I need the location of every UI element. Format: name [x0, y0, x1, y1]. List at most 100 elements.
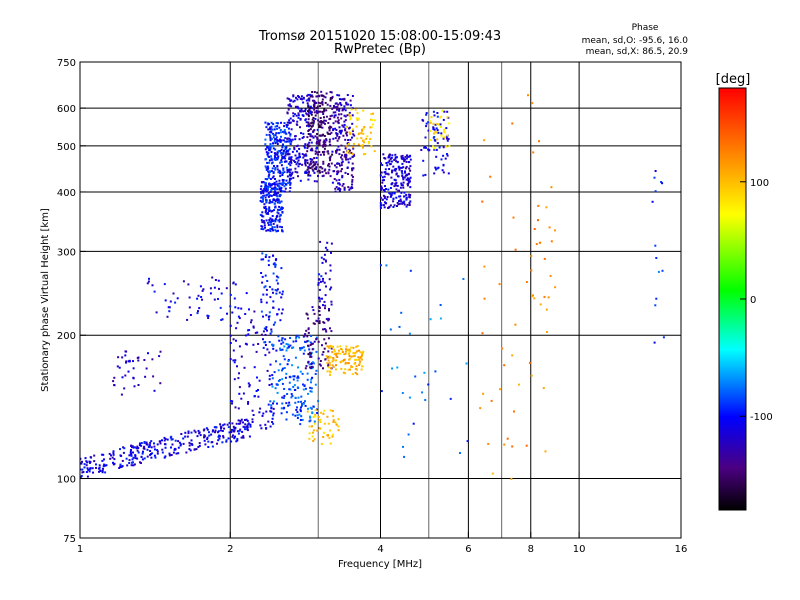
data-point — [182, 442, 185, 445]
data-point — [267, 185, 269, 188]
data-point — [432, 126, 435, 129]
data-point — [286, 347, 289, 350]
data-point — [220, 319, 223, 321]
data-point — [288, 140, 291, 143]
data-point — [370, 126, 373, 129]
data-point — [281, 402, 284, 405]
data-point — [389, 187, 392, 189]
data-point — [276, 195, 279, 197]
data-point — [133, 446, 136, 449]
data-point — [296, 120, 299, 123]
data-point — [310, 122, 313, 125]
data-point — [259, 188, 262, 191]
data-point — [122, 451, 125, 454]
data-point — [135, 447, 138, 450]
data-point — [336, 105, 339, 108]
data-point — [513, 410, 515, 413]
data-point — [217, 439, 220, 442]
data-point — [290, 156, 293, 159]
data-point — [360, 137, 363, 140]
data-point — [341, 184, 344, 187]
data-point — [381, 176, 384, 179]
data-point — [655, 297, 658, 300]
data-point — [281, 143, 284, 146]
data-point — [244, 419, 246, 421]
data-point — [304, 387, 307, 390]
data-point — [356, 112, 359, 115]
data-point — [247, 423, 250, 426]
data-point — [347, 352, 350, 355]
data-point — [220, 429, 222, 432]
data-point — [334, 350, 336, 353]
data-point — [433, 148, 436, 151]
data-point — [125, 361, 127, 364]
data-point — [272, 300, 275, 303]
data-point — [407, 433, 410, 436]
data-point — [195, 448, 198, 451]
data-point — [128, 454, 131, 457]
data-point — [407, 181, 410, 184]
data-point — [267, 259, 270, 262]
data-point — [264, 210, 267, 213]
data-point — [272, 407, 275, 410]
data-point — [307, 328, 310, 331]
data-point — [313, 163, 316, 166]
data-point — [294, 170, 297, 173]
data-point — [188, 448, 191, 451]
data-point — [332, 137, 335, 140]
data-point — [272, 187, 275, 190]
data-point — [281, 308, 284, 311]
data-point — [307, 113, 310, 116]
data-point — [319, 153, 322, 156]
data-point — [531, 102, 534, 105]
data-point — [403, 203, 406, 206]
data-point — [332, 357, 335, 360]
data-point — [213, 298, 216, 301]
stats-heading: Phase — [632, 23, 659, 33]
data-point — [499, 388, 501, 391]
data-point — [371, 123, 374, 126]
data-point — [448, 122, 451, 125]
data-point — [327, 422, 330, 425]
data-point — [119, 454, 122, 457]
data-point — [315, 338, 318, 340]
data-point — [270, 330, 273, 333]
data-point — [143, 359, 146, 361]
data-point — [351, 107, 354, 110]
data-point — [238, 345, 241, 348]
data-point — [276, 139, 279, 142]
data-point — [268, 384, 271, 386]
data-point — [265, 184, 268, 187]
data-point — [342, 359, 345, 362]
data-point — [401, 162, 404, 165]
data-point — [316, 128, 319, 131]
data-point — [394, 168, 397, 170]
data-point — [270, 127, 273, 130]
data-point — [311, 118, 314, 121]
data-point — [164, 438, 167, 440]
data-point — [264, 205, 267, 208]
data-point — [329, 344, 332, 347]
data-point — [132, 451, 134, 454]
data-point — [276, 122, 279, 125]
data-point — [433, 128, 436, 131]
data-point — [268, 206, 271, 209]
data-point — [316, 147, 318, 150]
data-point — [340, 98, 343, 101]
data-point — [315, 168, 318, 170]
data-point — [237, 407, 240, 410]
data-point — [104, 464, 107, 467]
data-point — [286, 171, 289, 174]
data-point — [285, 349, 288, 352]
data-point — [269, 296, 272, 299]
data-point — [274, 186, 276, 189]
data-point — [264, 423, 267, 426]
data-point — [654, 190, 657, 193]
data-point — [270, 125, 273, 128]
data-point — [260, 219, 263, 222]
data-point — [242, 392, 245, 395]
data-point — [290, 173, 293, 176]
data-point — [314, 150, 317, 153]
data-point — [203, 439, 206, 442]
